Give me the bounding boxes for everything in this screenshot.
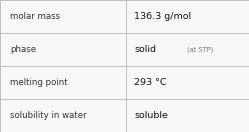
Text: (at STP): (at STP) (187, 46, 213, 53)
Text: solubility in water: solubility in water (10, 111, 87, 120)
Text: 293 °C: 293 °C (134, 78, 167, 87)
Text: molar mass: molar mass (10, 12, 60, 21)
Text: solid: solid (134, 45, 156, 54)
Text: phase: phase (10, 45, 36, 54)
Text: soluble: soluble (134, 111, 168, 120)
Text: melting point: melting point (10, 78, 67, 87)
Text: 136.3 g/mol: 136.3 g/mol (134, 12, 191, 21)
